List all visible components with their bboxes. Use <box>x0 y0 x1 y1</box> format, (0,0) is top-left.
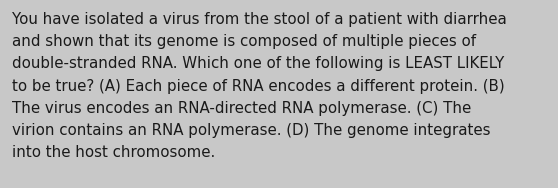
Text: into the host chromosome.: into the host chromosome. <box>12 145 215 160</box>
Text: You have isolated a virus from the stool of a patient with diarrhea: You have isolated a virus from the stool… <box>12 12 507 27</box>
Text: The virus encodes an RNA-directed RNA polymerase. (C) The: The virus encodes an RNA-directed RNA po… <box>12 101 472 116</box>
Text: to be true? (A) Each piece of RNA encodes a different protein. (B): to be true? (A) Each piece of RNA encode… <box>12 79 505 94</box>
Text: and shown that its genome is composed of multiple pieces of: and shown that its genome is composed of… <box>12 34 476 49</box>
Text: double-stranded RNA. Which one of the following is LEAST LIKELY: double-stranded RNA. Which one of the fo… <box>12 56 504 71</box>
Text: virion contains an RNA polymerase. (D) The genome integrates: virion contains an RNA polymerase. (D) T… <box>12 123 490 138</box>
